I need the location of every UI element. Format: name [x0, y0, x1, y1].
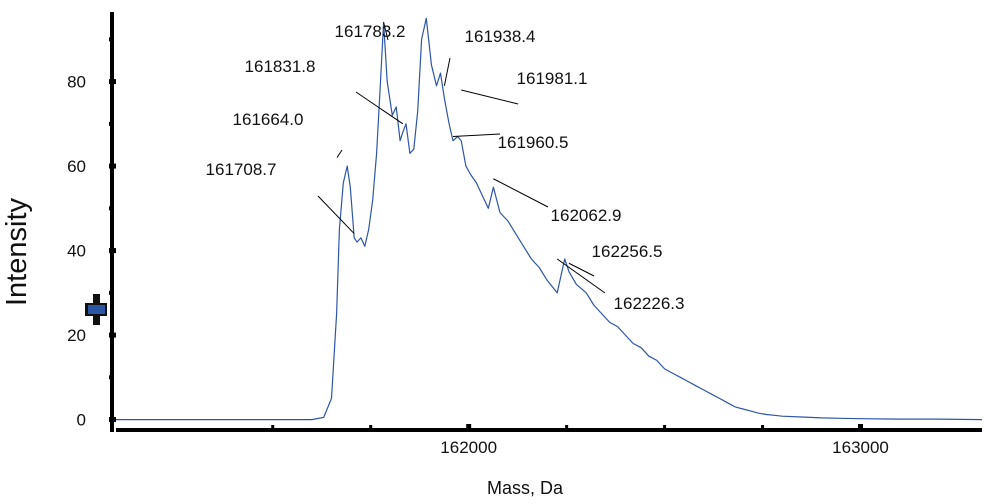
y-tick-label: 40 [67, 242, 86, 261]
annotation-leader [383, 22, 389, 41]
x-tick-0 [466, 424, 472, 430]
y-tick-2 [109, 248, 116, 254]
peak-label: 162226.3 [614, 294, 685, 313]
x-axis-ticks [271, 424, 864, 430]
peak-label: 161960.5 [498, 133, 569, 152]
x-axis-title: Mass, Da [487, 478, 564, 498]
x-tick-label: 162000 [440, 438, 497, 457]
y-axis-title: Intensity [1, 198, 33, 306]
y-tick-label: 20 [67, 326, 86, 345]
x-tick-label: 163000 [832, 438, 889, 457]
peak-label: 161831.8 [245, 57, 316, 76]
annotation-leader [317, 195, 355, 235]
peak-label: 161981.1 [517, 69, 588, 88]
annotation-leader [452, 133, 501, 138]
y-tick-label: 60 [67, 157, 86, 176]
peak-label: 162256.5 [592, 242, 663, 261]
peak-label: 161938.4 [465, 27, 536, 46]
y-axis-tick-labels: 0 20 40 60 80 [67, 73, 86, 430]
x-minor-tick [271, 425, 275, 430]
annotation-leader [443, 57, 451, 86]
peak-label: 161783.2 [335, 22, 406, 41]
peak-annotation-leaders [317, 22, 606, 294]
annotation-leader [568, 262, 595, 277]
spectrum-line [116, 17, 983, 421]
peak-label: 161708.7 [206, 160, 277, 179]
y-minor-tick [109, 375, 114, 380]
peak-label: 161664.0 [233, 110, 304, 129]
y-minor-tick [109, 206, 114, 211]
y-minor-tick [109, 121, 114, 126]
x-minor-tick [565, 425, 569, 430]
x-tick-1 [858, 424, 864, 430]
annotation-leader [336, 149, 343, 158]
x-minor-tick [369, 425, 373, 430]
x-axis-tick-labels: 162000 163000 [440, 438, 889, 457]
annotation-leader [461, 89, 519, 105]
annotation-leader [355, 91, 404, 125]
x-minor-tick [761, 425, 765, 430]
peak-annotation-labels: 161783.2 161938.4 161831.8 161981.1 161664.0… [206, 22, 685, 313]
y-axis-marker-icon [85, 294, 107, 325]
y-tick-0 [109, 417, 116, 423]
y-tick-1 [109, 332, 116, 338]
y-minor-tick [109, 290, 114, 295]
annotation-leader [493, 178, 549, 208]
y-minor-tick [109, 37, 114, 42]
x-minor-tick [663, 425, 667, 430]
y-tick-label: 80 [67, 73, 86, 92]
y-tick-4 [109, 79, 116, 85]
peak-label: 162062.9 [551, 206, 622, 225]
annotation-leader [556, 258, 606, 294]
y-tick-3 [109, 163, 116, 169]
y-tick-label: 0 [77, 411, 86, 430]
y-axis-ticks [109, 37, 116, 423]
